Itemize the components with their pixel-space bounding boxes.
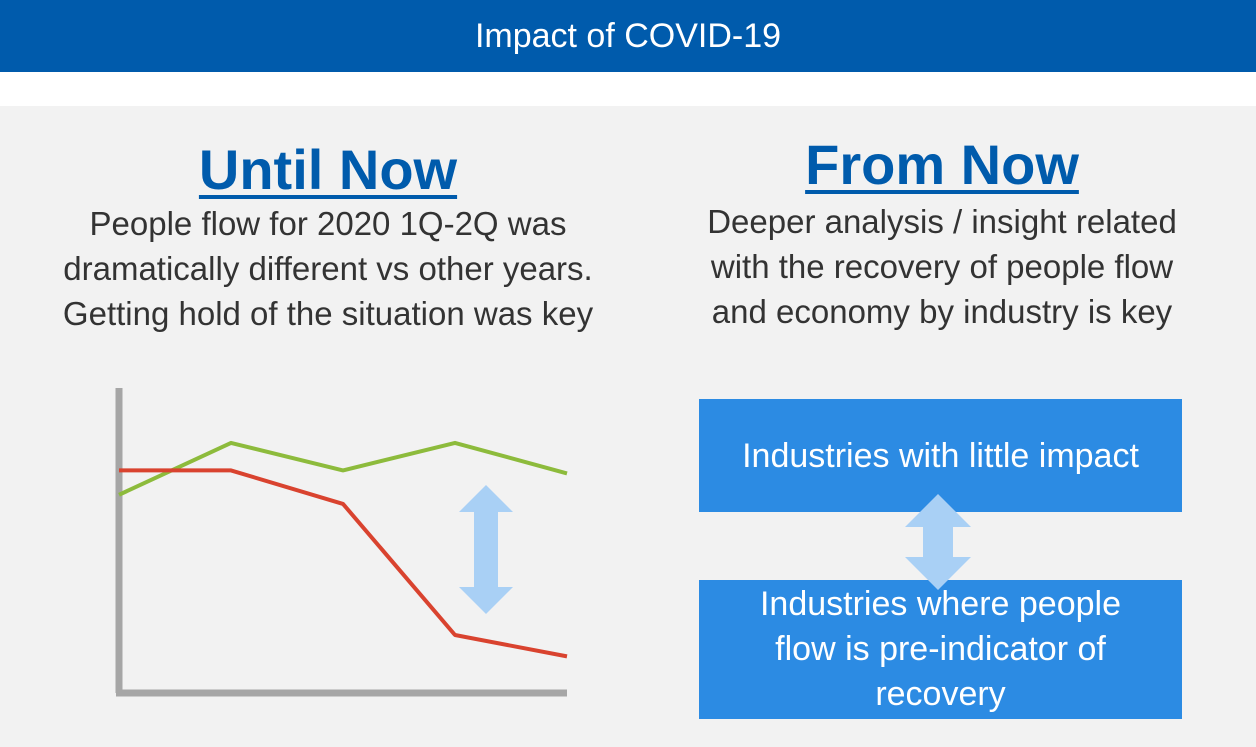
other-years-line	[118, 440, 568, 497]
until-now-description: People flow for 2020 1Q-2Q was dramatica…	[8, 201, 648, 336]
pre-indicator-line-1: Industries where people	[759, 585, 1121, 623]
little-impact-box: Industries with little impact	[699, 399, 1182, 512]
pre-indicator-line-2: flow is pre-indicator of	[775, 630, 1106, 668]
from-now-line-2: with the recovery of people flow	[710, 248, 1174, 285]
little-impact-label: Industries with little impact	[742, 436, 1139, 475]
from-now-line-3: and economy by industry is key	[711, 293, 1173, 330]
until-now-heading: Until Now	[198, 138, 458, 201]
from-now-line-1: Deeper analysis / insight related	[707, 203, 1177, 240]
until-now-line-2: dramatically different vs other years.	[63, 250, 593, 287]
header-bar: Impact of COVID-19	[0, 0, 1256, 72]
series-layer	[118, 440, 568, 659]
from-now-heading: From Now	[805, 133, 1079, 196]
until-now-line-3: Getting hold of the situation was key	[62, 295, 594, 332]
page-title: Impact of COVID-19	[474, 17, 782, 55]
year-2020-line	[119, 468, 568, 659]
from-now-description: Deeper analysis / insight related with t…	[622, 199, 1256, 334]
pre-indicator-box: Industries where people flow is pre-indi…	[699, 580, 1182, 719]
until-now-line-1: People flow for 2020 1Q-2Q was	[89, 205, 567, 242]
pre-indicator-line-3: recovery	[875, 675, 1006, 713]
gap-double-arrow-icon	[459, 485, 513, 614]
